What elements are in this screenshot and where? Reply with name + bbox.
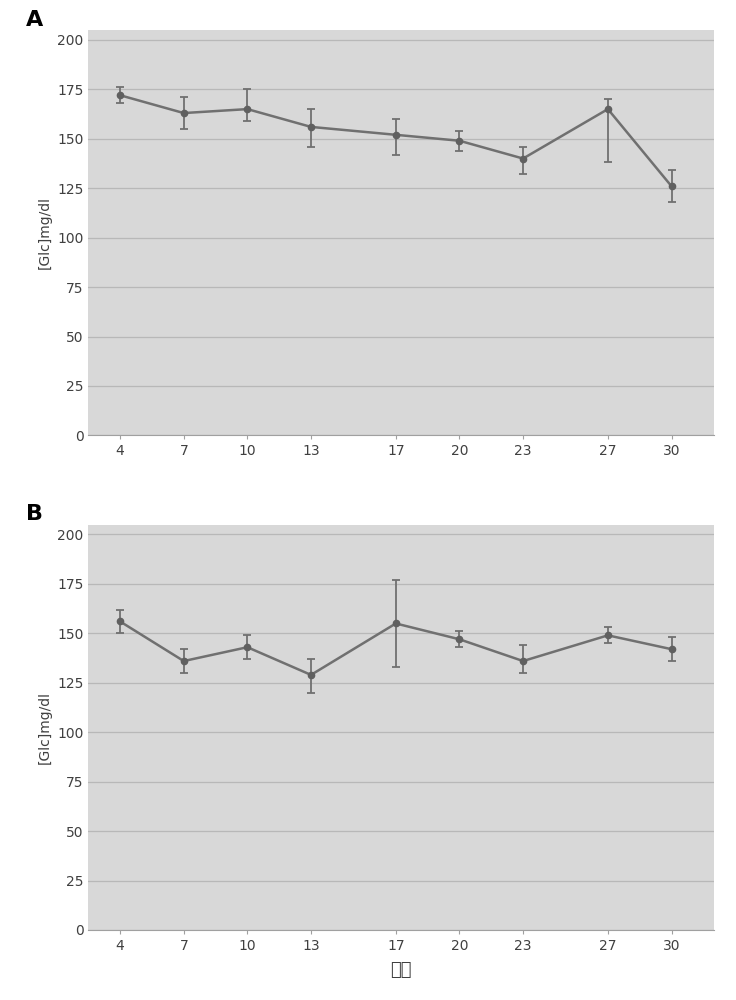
X-axis label: 天数: 天数 xyxy=(390,961,412,979)
Y-axis label: [Glc]mg/dl: [Glc]mg/dl xyxy=(38,196,52,269)
Y-axis label: [Glc]mg/dl: [Glc]mg/dl xyxy=(38,691,52,764)
Text: B: B xyxy=(26,504,43,524)
Text: A: A xyxy=(26,10,43,30)
